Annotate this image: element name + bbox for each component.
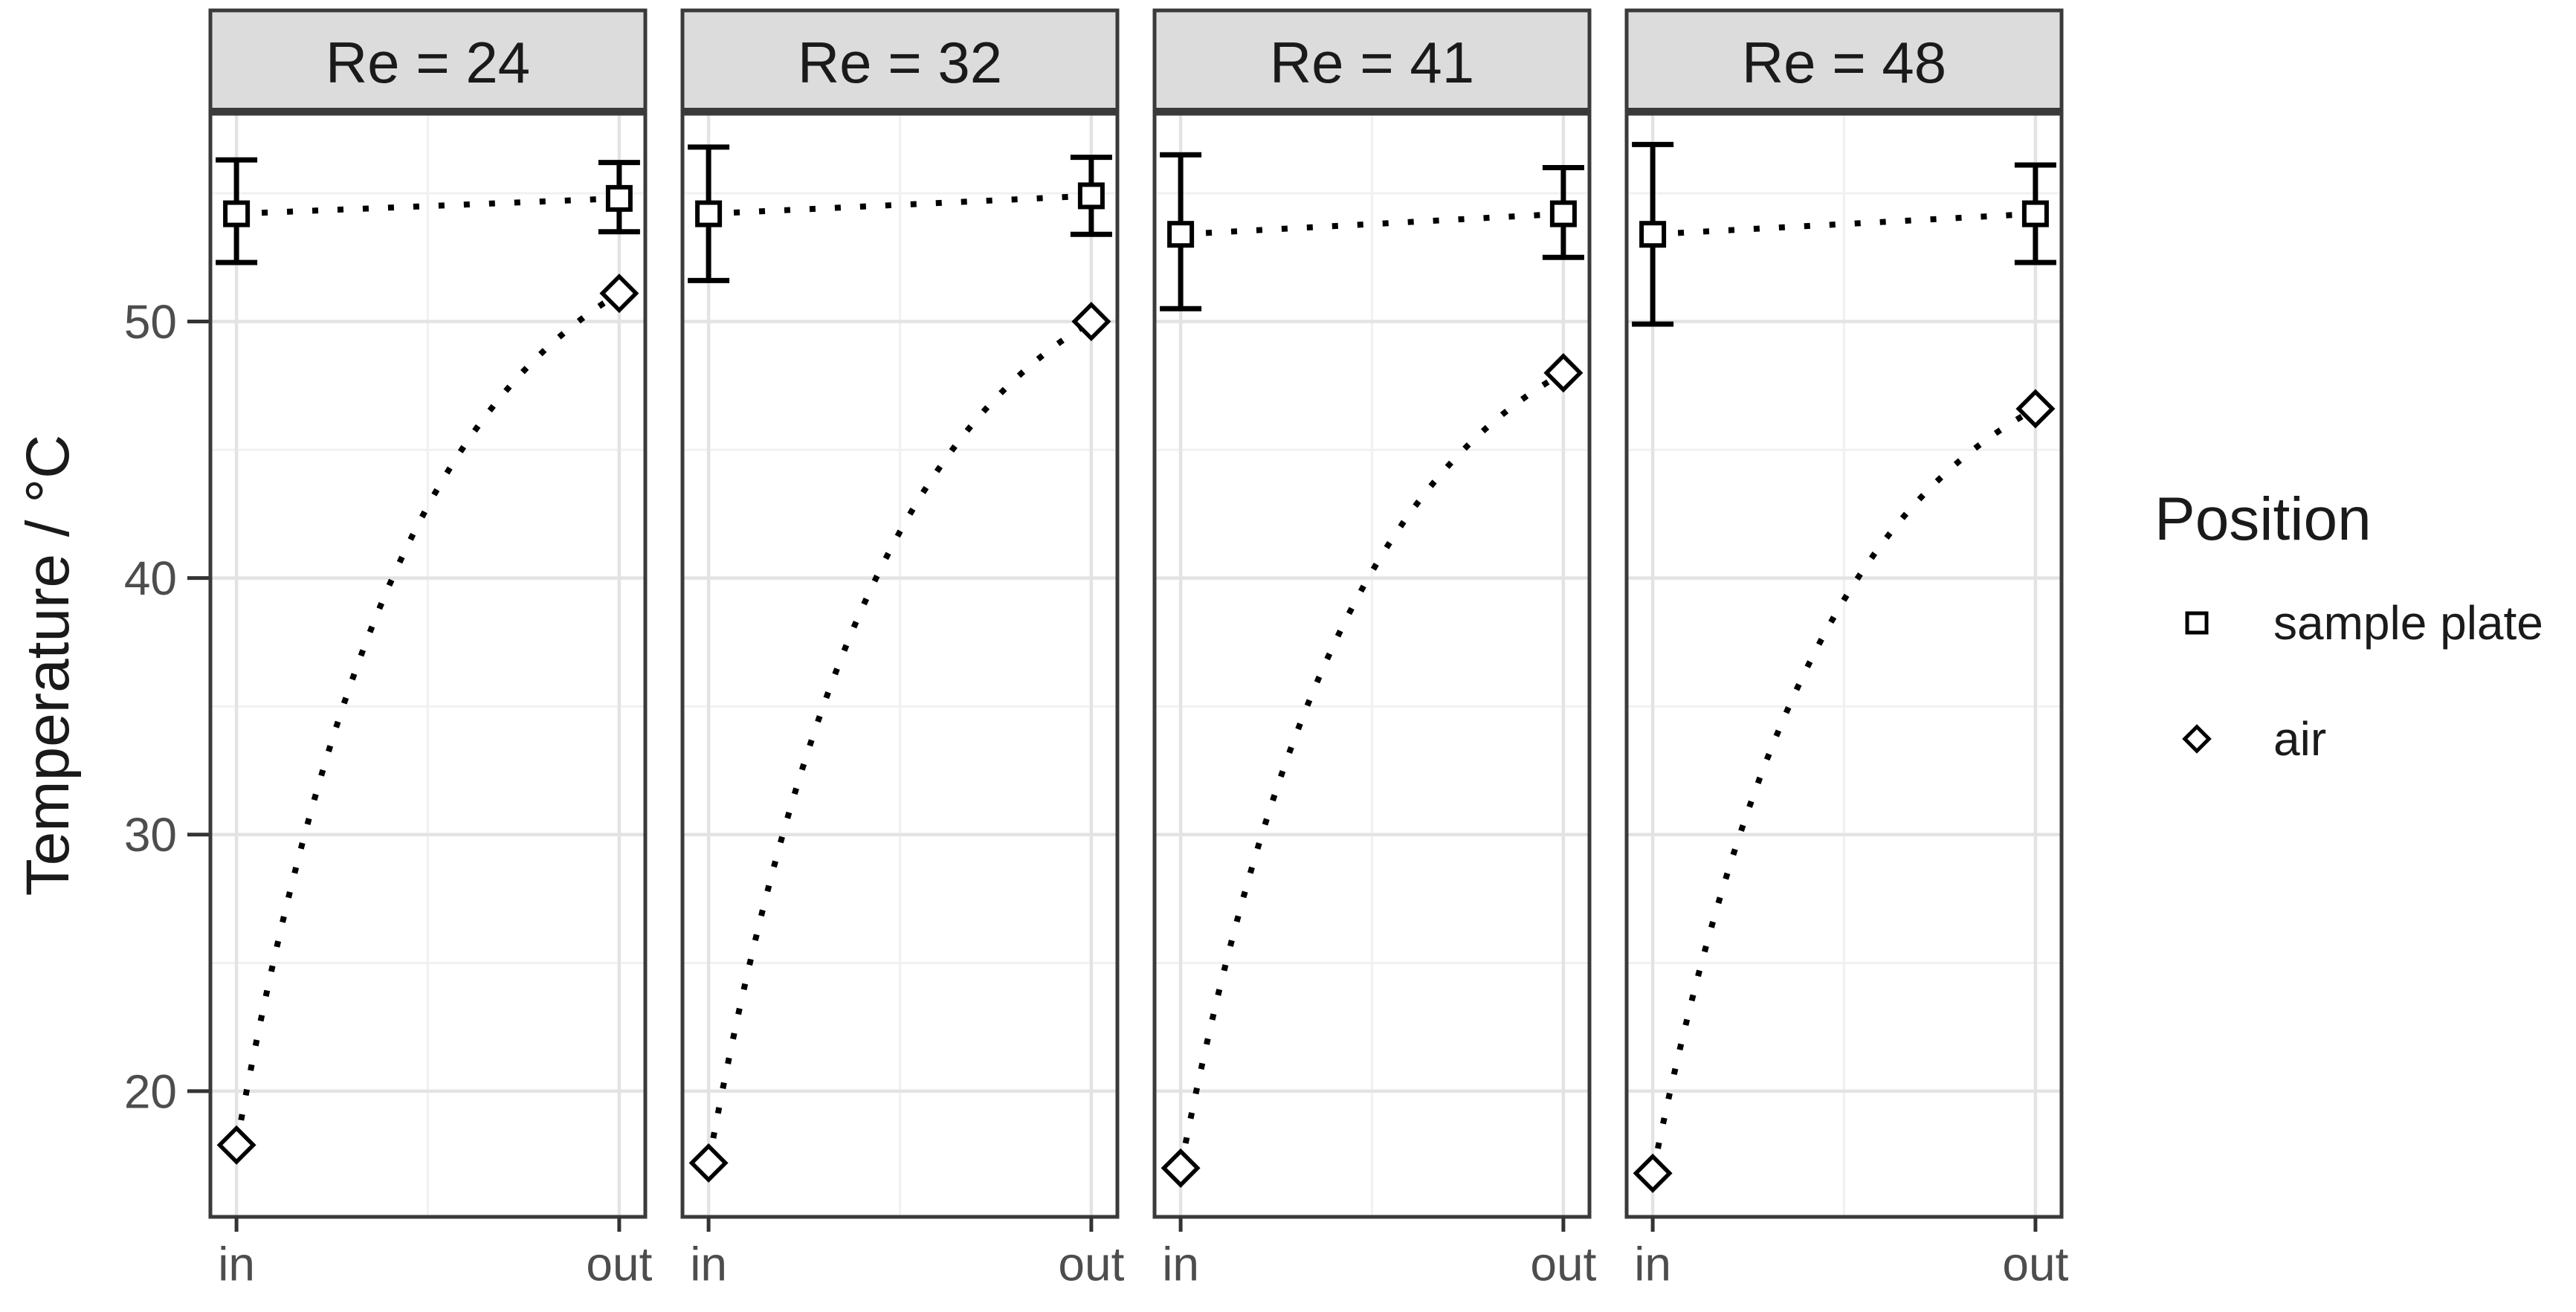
facet-panel: Re = 41 in out <box>1152 8 1597 1290</box>
facet-strip <box>208 8 648 116</box>
x-axis-tick-label: out <box>1530 1237 1596 1290</box>
y-axis: 20 30 40 50 <box>124 295 210 1118</box>
square-marker <box>1639 221 1667 248</box>
diamond-marker <box>216 1125 256 1165</box>
x-axis-tick-label: out <box>2002 1237 2068 1290</box>
facet-strip-label: Re = 48 <box>1742 30 1946 95</box>
square-marker <box>223 200 251 227</box>
y-axis-tick-label: 50 <box>124 295 177 349</box>
facet-strip-bottom-border <box>209 108 647 114</box>
facet-panel: Re = 48 in out <box>1624 8 2069 1290</box>
x-axis-tick-label: in <box>690 1237 727 1290</box>
legend: Position sample plate air <box>2154 485 2543 786</box>
legend-item-label: air <box>2273 712 2327 766</box>
diamond-marker <box>2015 389 2056 429</box>
square-marker <box>1077 182 1105 210</box>
square-marker-icon <box>2185 611 2209 635</box>
x-axis-tick-label: out <box>586 1237 652 1290</box>
diamond-marker <box>1633 1153 1673 1193</box>
diamond-marker <box>1543 353 1584 393</box>
facet-strip <box>1624 8 2064 116</box>
square-marker <box>1167 221 1195 248</box>
facet-strip-bottom-border <box>1625 108 2063 114</box>
y-axis-tick-label: 20 <box>124 1064 177 1118</box>
diamond-marker-icon <box>2182 724 2212 754</box>
square-marker <box>2021 200 2049 227</box>
x-axis-tick-label: in <box>218 1237 255 1290</box>
legend-item-sample-plate: sample plate <box>2154 575 2543 670</box>
y-axis-tick-label: 40 <box>124 552 177 605</box>
diamond-marker <box>688 1143 729 1183</box>
legend-item-label: sample plate <box>2273 596 2543 650</box>
facet-strip-label: Re = 32 <box>798 30 1002 95</box>
legend-item-air: air <box>2154 691 2543 786</box>
legend-title: Position <box>2154 485 2372 553</box>
facet-strip <box>1152 8 1592 116</box>
y-axis-tick-label: 30 <box>124 808 177 862</box>
air-dotted-curve <box>1178 370 1565 1169</box>
facet-panel: Re = 32 in out <box>680 8 1125 1290</box>
square-marker <box>605 184 633 212</box>
facet-strip-bottom-border <box>681 108 1119 114</box>
x-axis-tick-label: out <box>1058 1237 1124 1290</box>
facet-panel: Re = 24 in out <box>208 8 653 1290</box>
facet-strip-bottom-border <box>1153 108 1591 114</box>
diamond-marker <box>1161 1148 1201 1188</box>
x-axis-tick-label: in <box>1634 1237 1671 1290</box>
air-dotted-curve <box>706 319 1093 1164</box>
diamond-marker <box>1071 302 1111 342</box>
x-axis-tick-label: in <box>1162 1237 1199 1290</box>
square-marker <box>1549 200 1577 227</box>
air-dotted-curve <box>1650 406 2037 1174</box>
square-marker <box>695 200 723 227</box>
facet-strip-label: Re = 41 <box>1270 30 1474 95</box>
diamond-marker <box>599 274 639 314</box>
legend-items: sample plate air <box>2154 575 2543 786</box>
facet-strip-label: Re = 24 <box>326 30 530 95</box>
